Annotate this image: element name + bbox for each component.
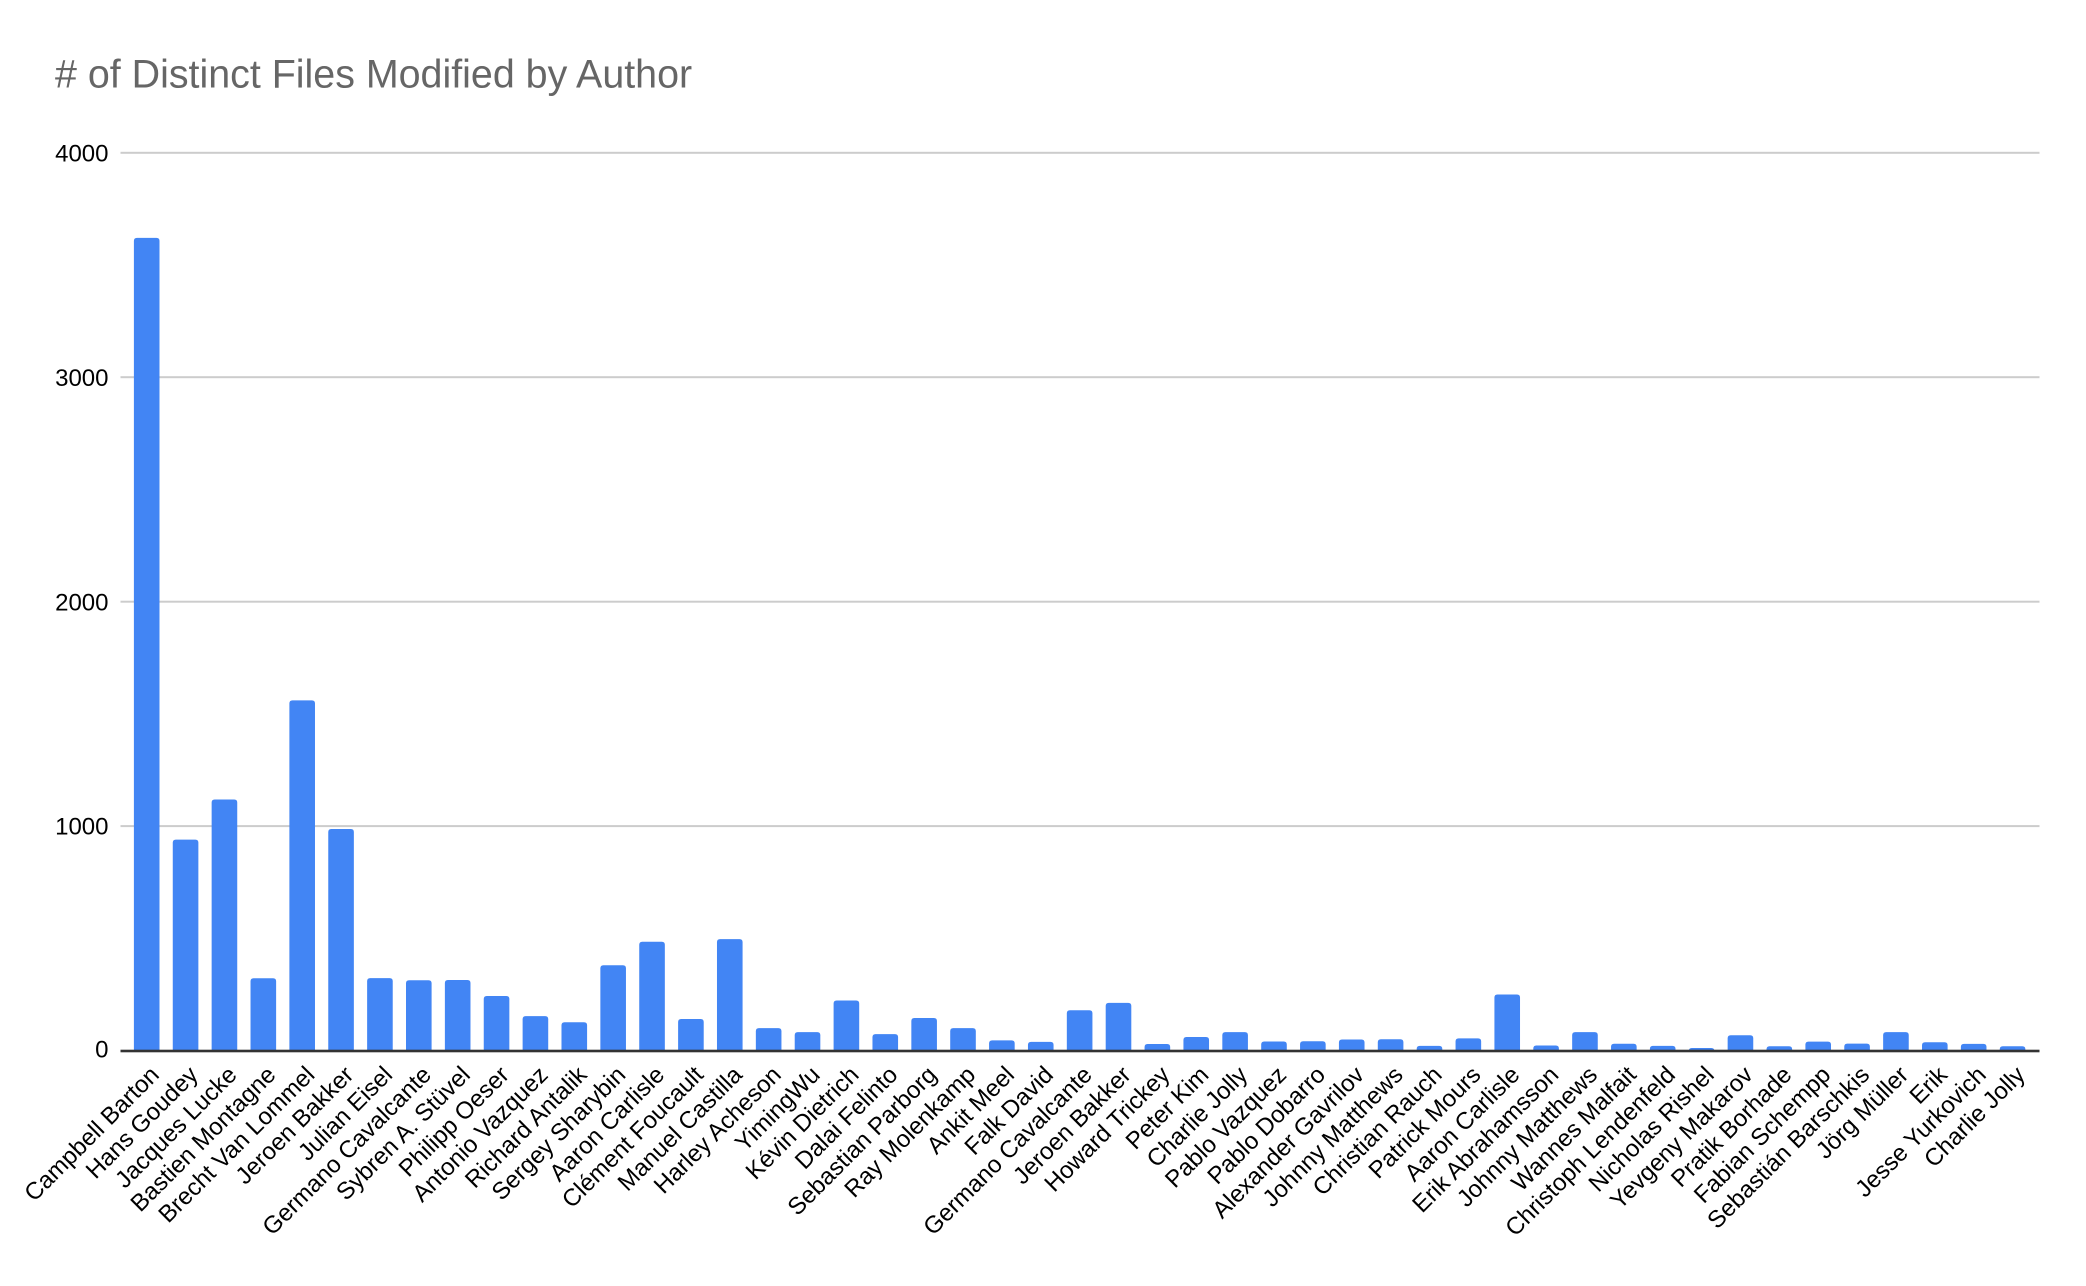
svg-text:4000: 4000	[55, 140, 108, 167]
svg-text:0: 0	[95, 1037, 108, 1064]
svg-text:2000: 2000	[55, 589, 108, 616]
svg-text:3000: 3000	[55, 365, 108, 392]
svg-text:# of Distinct Files Modified b: # of Distinct Files Modified by Author	[55, 52, 692, 96]
svg-text:1000: 1000	[55, 814, 108, 841]
